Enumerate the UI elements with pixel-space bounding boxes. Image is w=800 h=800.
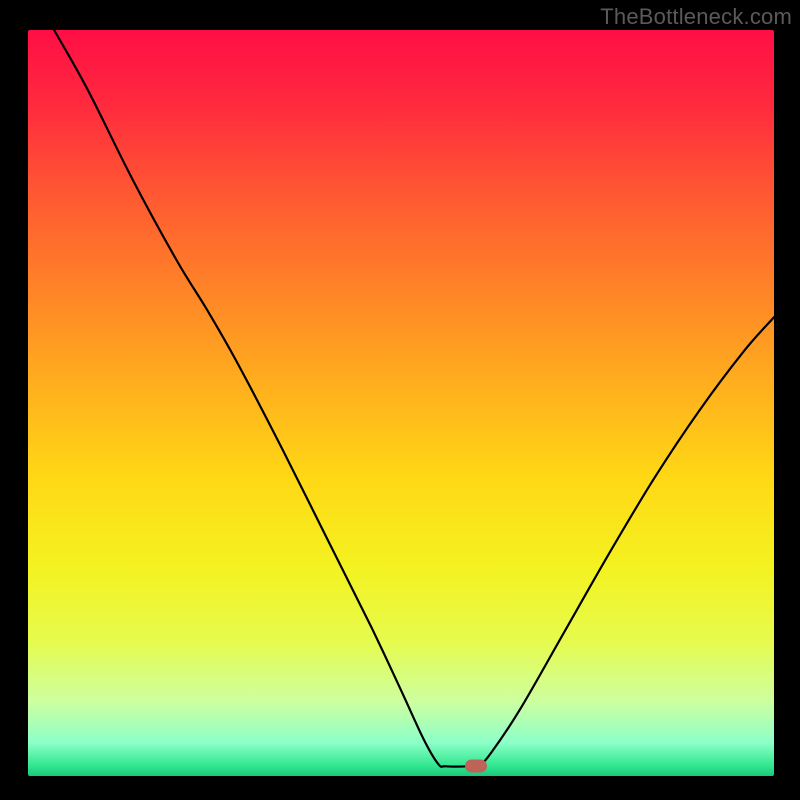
plot-area (28, 30, 774, 776)
watermark-text: TheBottleneck.com (600, 4, 792, 30)
bottleneck-curve (28, 30, 774, 776)
optimal-point-marker (465, 760, 487, 773)
chart-frame: TheBottleneck.com (0, 0, 800, 800)
curve-path (54, 30, 774, 767)
